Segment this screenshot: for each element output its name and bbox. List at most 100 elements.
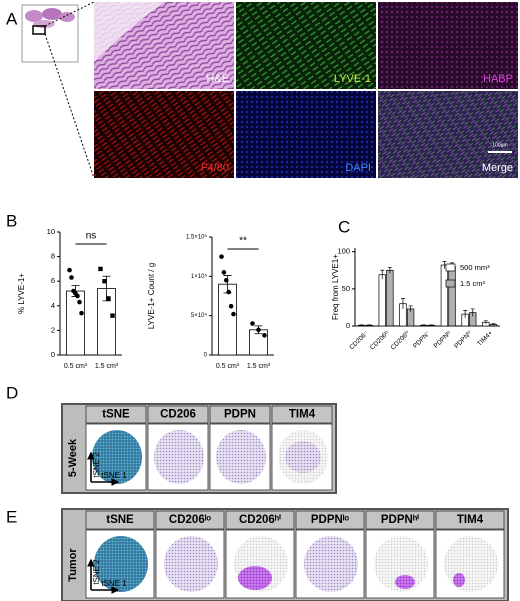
data-point xyxy=(102,279,107,284)
panel-label: D xyxy=(6,383,18,402)
panel-label: C xyxy=(338,217,350,236)
header-cell xyxy=(209,405,271,424)
header-cell xyxy=(435,510,505,530)
tsne-plot xyxy=(154,430,204,484)
y-tick-label: 2 xyxy=(51,325,55,334)
column-header: TIM4 xyxy=(289,409,316,421)
error-bar xyxy=(400,298,405,309)
data-point xyxy=(219,254,224,259)
x-tick-label: CD206ʰⁱ xyxy=(389,329,412,352)
row-label: 5-Week xyxy=(67,438,79,477)
data-point xyxy=(231,311,236,317)
tsne-plot xyxy=(92,430,142,484)
thumbnail xyxy=(21,1,95,179)
axis-label: tSNE 1 xyxy=(101,471,127,480)
tsne-plot xyxy=(304,536,358,592)
y-tick-label: 5×10⁴ xyxy=(191,312,208,319)
y-tick-label: 0 xyxy=(51,350,55,359)
tsne-cluster xyxy=(285,441,321,473)
data-point xyxy=(224,277,229,283)
header-cell xyxy=(85,405,147,424)
column-header: tSNE xyxy=(102,409,130,421)
x-tick-label: 0.5 cm³ xyxy=(216,363,240,370)
y-tick-label: 8 xyxy=(51,252,55,261)
header-cell xyxy=(295,510,365,530)
bar xyxy=(448,266,456,327)
tsne-cluster xyxy=(453,573,465,587)
data-point xyxy=(69,275,74,280)
error-bar xyxy=(483,320,488,324)
error-bar xyxy=(380,269,385,280)
data-point xyxy=(256,327,261,333)
data-point xyxy=(221,270,227,275)
x-tick-label: TIM4+ xyxy=(476,330,494,348)
tsne-cluster xyxy=(395,575,415,589)
tissue-edge xyxy=(94,2,164,62)
image-label: F4/80 xyxy=(201,162,229,174)
row-label: Tumor xyxy=(67,548,79,582)
tsne-plot xyxy=(374,536,428,592)
bar xyxy=(440,264,449,327)
micrograph xyxy=(378,2,518,89)
data-point xyxy=(250,321,255,326)
column-header: PDPN xyxy=(224,409,256,421)
column-header: PDPNˡᵒ xyxy=(311,514,350,526)
bar xyxy=(386,269,394,327)
legend-label: 500 mm³ xyxy=(460,263,490,272)
scale-bar-label: 100µm xyxy=(492,142,507,148)
error-bar xyxy=(387,266,392,274)
column-header: tSNE xyxy=(106,514,134,526)
y-axis-label: Freq from LYVE1+ xyxy=(331,254,340,320)
x-tick-label: PDPNˡᵒ xyxy=(433,329,454,350)
data-point xyxy=(75,293,80,299)
significance-label: ns xyxy=(86,231,97,242)
header-cell xyxy=(147,405,209,424)
error-bar xyxy=(359,324,364,326)
legend-label: 1.5 cm³ xyxy=(460,279,486,288)
micrograph xyxy=(378,91,518,178)
image-label: H&E xyxy=(206,73,229,85)
micrograph xyxy=(236,2,376,89)
x-tick-label: CD206⁻ xyxy=(348,329,370,351)
header-cell xyxy=(155,510,225,530)
header-cell xyxy=(271,405,333,424)
y-tick-label: 10 xyxy=(47,227,55,236)
tsne-cluster xyxy=(238,566,272,590)
data-point xyxy=(79,310,84,316)
y-tick-label: 1.5×10⁵ xyxy=(186,234,208,241)
image-label: Merge xyxy=(482,162,513,174)
legend-swatch xyxy=(445,263,456,272)
panel-label: B xyxy=(6,211,17,230)
error-bar xyxy=(470,308,475,317)
y-axis-label: LYVE-1+ Count / g xyxy=(147,263,156,329)
error-bar xyxy=(421,324,426,326)
image-label: DAPI xyxy=(345,162,371,174)
y-tick-label: 0 xyxy=(346,321,350,330)
bar xyxy=(218,283,237,356)
tsne-plot xyxy=(94,536,148,592)
tsne-plot xyxy=(216,430,266,484)
error-bar xyxy=(408,305,413,312)
data-point xyxy=(262,333,267,338)
micrograph xyxy=(236,91,376,178)
error-bar xyxy=(429,324,434,326)
image-label: LYVE-1 xyxy=(334,73,371,85)
error-bar xyxy=(367,324,372,326)
column-header: CD206ˡᵒ xyxy=(169,514,211,526)
significance-label: ** xyxy=(239,236,247,247)
axis-label: tSNE 2 xyxy=(92,452,101,478)
x-tick-label: PDPNʰⁱ xyxy=(453,329,474,350)
y-axis-label: % LYVE-1+ xyxy=(17,273,26,314)
image-label: HABP xyxy=(483,73,513,85)
micrograph xyxy=(94,91,234,178)
axis-label: tSNE 2 xyxy=(92,559,101,585)
error-bar xyxy=(463,310,468,318)
data-point xyxy=(106,296,111,301)
legend-swatch xyxy=(445,279,456,288)
axis-label: tSNE 1 xyxy=(101,579,127,588)
column-header: CD206ʰⁱ xyxy=(239,512,281,526)
header-cell xyxy=(85,510,155,530)
header-cell xyxy=(365,510,435,530)
panel-label: E xyxy=(6,507,17,526)
